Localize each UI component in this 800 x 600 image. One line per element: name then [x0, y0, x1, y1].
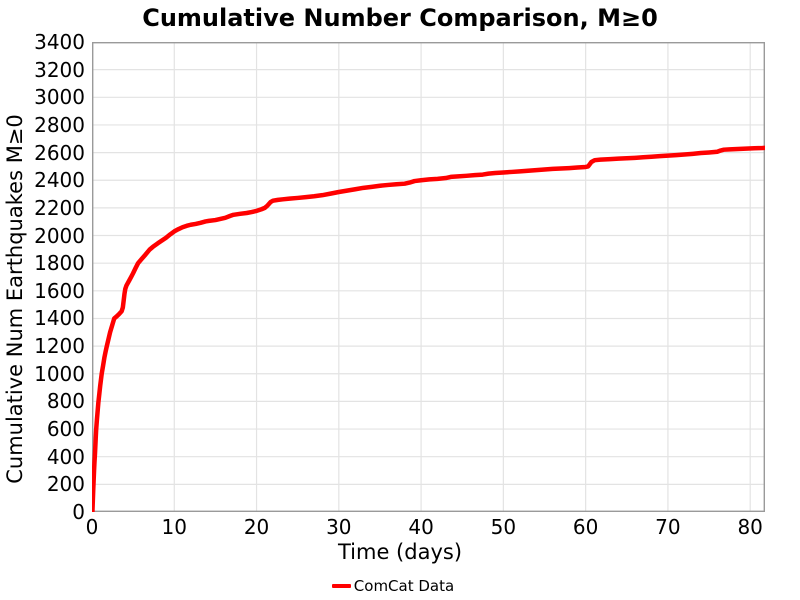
y-tick-label: 0: [72, 500, 85, 524]
y-tick-label: 2000: [34, 223, 85, 248]
x-tick-label: 80: [737, 515, 763, 539]
y-tick-label: 800: [46, 389, 85, 414]
x-tick-label: 70: [655, 515, 681, 539]
gridlines: [92, 42, 765, 512]
axes-spines: [92, 42, 765, 512]
y-tick-label: 1400: [34, 306, 85, 331]
x-tick-label: 0: [85, 515, 99, 539]
comcat-data-line: [92, 145, 765, 512]
x-tick-label: 50: [490, 515, 517, 539]
x-tick-label: 10: [161, 515, 187, 539]
chart-canvas: [92, 42, 765, 512]
y-tick-label: 1600: [34, 278, 85, 303]
y-tick-label: 1200: [34, 334, 85, 359]
plot-area: [92, 42, 765, 512]
y-tick-label: 2600: [34, 140, 85, 165]
y-tick-label: 400: [46, 444, 85, 469]
legend-line-marker-icon: [331, 583, 351, 589]
y-tick-label: 1000: [34, 361, 85, 386]
y-tick-label: 3400: [34, 30, 85, 54]
x-axis-label: Time (days): [337, 540, 463, 564]
y-tick-label: 2400: [34, 168, 85, 193]
y-tick-label: 600: [46, 417, 85, 442]
y-tick-label: 1800: [34, 251, 85, 276]
y-tick-label: 2800: [34, 112, 85, 137]
y-tick-label: 2200: [34, 195, 85, 220]
y-tick-label: 200: [46, 472, 85, 497]
legend: ComCat Data: [0, 576, 786, 596]
chart-title: Cumulative Number Comparison, M≥0: [142, 4, 658, 32]
x-tick-label: 20: [243, 515, 270, 539]
x-tick-label: 60: [572, 515, 599, 539]
x-tick-label: 40: [408, 515, 434, 539]
legend-label-comcat: ComCat Data: [353, 577, 455, 595]
y-tick-label: 3200: [34, 57, 85, 82]
y-tick-label: 3000: [34, 85, 85, 110]
x-tick-label: 30: [326, 515, 352, 539]
